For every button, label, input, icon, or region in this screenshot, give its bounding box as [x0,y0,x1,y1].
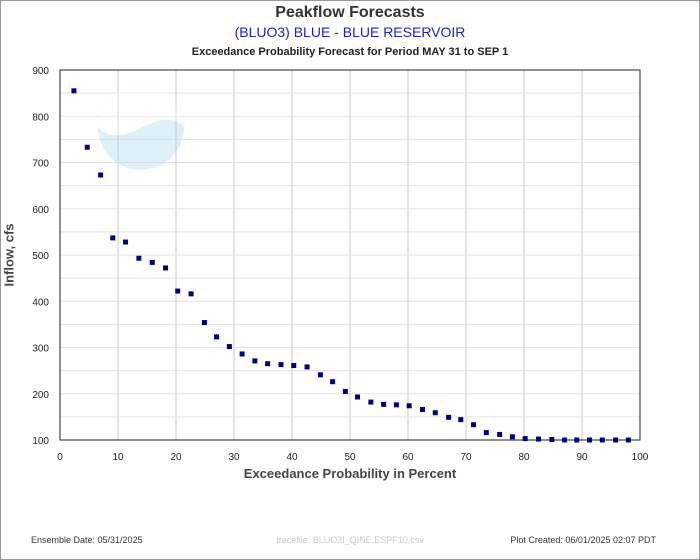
noaa-logo-icon: NOAA [98,84,184,170]
data-point [483,430,489,436]
data-point [562,437,568,443]
data-point [355,394,361,400]
x-axis-ticks: 0 10 20 30 40 50 60 70 80 90 100 [57,452,649,463]
x-tick-label: 90 [576,452,588,463]
data-point [509,434,515,440]
data-point [420,406,425,412]
data-point [446,414,452,420]
x-tick-label: 60 [402,452,414,463]
x-tick-label: 40 [286,452,298,463]
data-point [110,235,116,241]
data-point [214,334,220,340]
data-point [587,437,593,443]
data-point [123,239,129,245]
x-tick-label: 70 [460,452,472,463]
data-point [317,372,323,378]
chart-title: Peakflow Forecasts [275,4,425,21]
forecast-period: Exceedance Probability Forecast for Peri… [191,46,509,58]
data-point [406,403,412,409]
data-point [278,362,284,368]
data-point [522,436,528,442]
data-point [599,437,605,443]
data-point [163,265,169,271]
x-tick-label: 100 [632,452,649,463]
data-point [291,363,297,369]
x-tick-label: 20 [170,452,182,463]
data-point [471,422,477,428]
data-point [549,437,555,443]
tracefile-label: tracefile: BLUO3I_QINE.ESPF10.csv [276,535,424,545]
chart-subtitle: (BLUO3) BLUE - BLUE RESERVOIR [234,24,466,40]
y-axis-ticks: 100 200 300 400 500 600 700 800 900 [32,66,49,447]
data-point [536,436,541,442]
x-tick-label: 0 [57,452,63,463]
data-point [330,379,336,385]
data-point [71,88,77,94]
data-point [84,144,90,150]
data-point [265,361,271,367]
ensemble-date: Ensemble Date: 05/31/2025 [31,535,143,545]
data-point [368,399,374,405]
x-axis-label: Exceedance Probability in Percent [243,466,457,481]
plot-area-border [59,69,641,441]
data-points [71,88,631,443]
data-point [149,259,155,265]
y-tick-label: 900 [32,66,49,77]
data-point [226,344,232,350]
y-axis-label: Inflow, cfs [1,223,17,287]
y-tick-label: 400 [32,297,49,308]
plot-created: Plot Created: 06/01/2025 02:07 PDT [510,535,656,545]
x-tick-label: 80 [518,452,530,463]
y-tick-label: 700 [32,159,49,170]
data-point [342,388,348,394]
data-point [393,402,399,408]
y-tick-label: 300 [32,344,49,355]
data-point [574,437,580,443]
data-point [381,401,387,407]
y-tick-label: 200 [32,390,49,401]
x-tick-label: 30 [228,452,240,463]
y-tick-label: 800 [32,112,49,123]
y-tick-label: 100 [32,436,49,447]
noaa-logo-text: NOAA [120,101,161,117]
data-point [201,320,207,326]
data-point [98,172,104,178]
data-point [458,417,464,423]
x-tick-label: 10 [112,452,124,463]
data-point [239,351,245,357]
grid-lines [60,70,640,440]
data-point [497,431,503,437]
data-point [625,437,631,443]
data-point [136,255,142,261]
data-point [304,364,310,370]
data-point [188,291,194,297]
data-point [175,288,181,294]
y-tick-label: 500 [32,251,49,262]
data-point [613,437,619,443]
y-tick-label: 600 [32,205,49,216]
x-tick-label: 50 [344,452,356,463]
data-point [432,410,438,416]
data-point [252,358,258,364]
